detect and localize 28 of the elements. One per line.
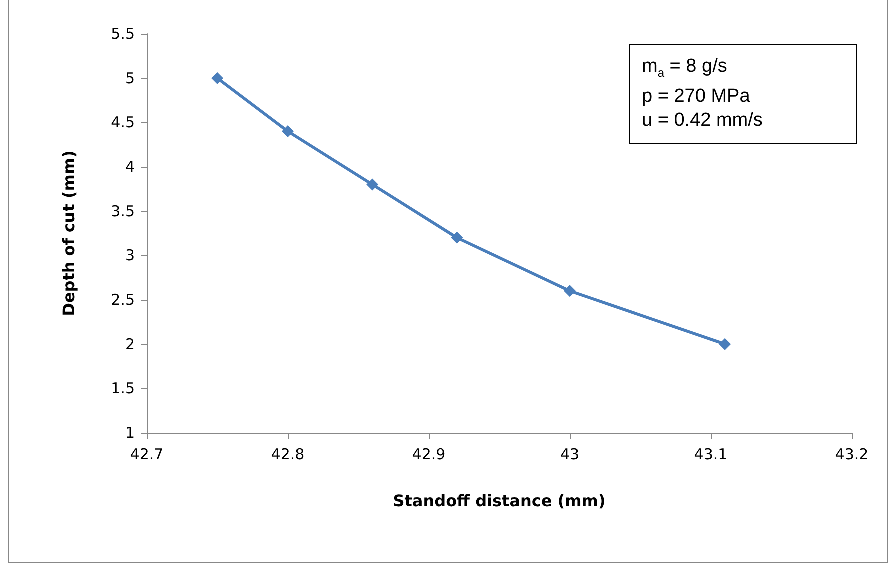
annotation: m$_{a}$ = 8 g/s <box>642 55 728 82</box>
point <box>719 338 732 350</box>
point <box>212 72 224 84</box>
y-tick-label: 5 <box>125 69 135 88</box>
x-axis-title: Standoff distance (mm) <box>393 492 606 510</box>
y-tick-label: 1 <box>125 424 135 442</box>
point <box>366 178 379 191</box>
x-tick-label: 43 <box>560 446 580 464</box>
annotation: p = 270 MPa <box>642 84 752 109</box>
y-tick-label: 3.5 <box>111 202 135 220</box>
y-axis-title: Depth of cut (mm) <box>60 150 78 316</box>
point <box>451 232 464 244</box>
annotation: u = 0.42 mm/s <box>642 108 764 133</box>
y-tick-label: 2.5 <box>111 291 135 309</box>
x-tick-label: 43.2 <box>835 446 869 464</box>
x-tick-label: 42.9 <box>412 446 446 464</box>
point <box>282 126 294 138</box>
x-tick-label: 43.1 <box>694 446 728 464</box>
x-tick-label: 42.8 <box>271 446 305 464</box>
y-tick-label: 4.5 <box>111 114 135 132</box>
y-tick-label: 4 <box>125 158 135 176</box>
y-tick-label: 5.5 <box>111 25 135 43</box>
y-tick-label: 2 <box>125 335 135 354</box>
y-tick-label: 1.5 <box>111 380 135 398</box>
y-tick-label: 3 <box>125 246 135 265</box>
point <box>564 285 576 298</box>
text-box: m$_{a}$ = 8 g/s p = 270 MPa u = 0.42 mm/s <box>629 44 857 144</box>
x-tick-label: 42.7 <box>130 446 164 464</box>
